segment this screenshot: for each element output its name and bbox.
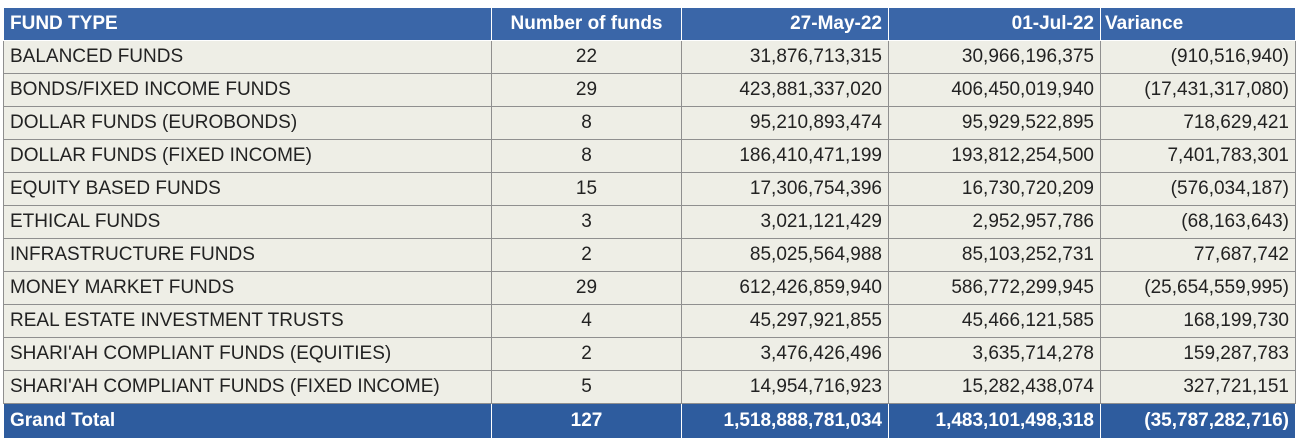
cell-fund-type: INFRASTRUCTURE FUNDS [3, 238, 492, 272]
table-row: MONEY MARKET FUNDS 29 612,426,859,940 586,7… [3, 271, 1296, 305]
cell-number-of-funds: 5 [491, 370, 682, 404]
table-row: BALANCED FUNDS 22 31,876,713,315 30,966,196… [3, 40, 1296, 74]
cell-number-of-funds: 4 [491, 304, 682, 338]
cell-number-of-funds: 2 [491, 238, 682, 272]
header-row: FUND TYPE Number of funds 27-May-22 01-J… [3, 8, 1296, 41]
cell-number-of-funds: 15 [491, 172, 682, 206]
cell-fund-type: BALANCED FUNDS [3, 40, 492, 74]
table-row: INFRASTRUCTURE FUNDS 2 85,025,564,988 85,10… [3, 238, 1296, 272]
cell-date1: 85,025,564,988 [681, 238, 889, 272]
cell-date2: 193,812,254,500 [888, 139, 1101, 173]
cell-number-of-funds: 22 [491, 40, 682, 74]
cell-number-of-funds: 8 [491, 139, 682, 173]
cell-date2: 2,952,957,786 [888, 205, 1101, 239]
cell-variance: 168,199,730 [1100, 304, 1296, 338]
cell-date2: 95,929,522,895 [888, 106, 1101, 140]
total-label: Grand Total [3, 403, 492, 439]
cell-variance: (576,034,187) [1100, 172, 1296, 206]
header-date1: 27-May-22 [681, 8, 889, 41]
cell-variance: 7,401,783,301 [1100, 139, 1296, 173]
cell-date2: 85,103,252,731 [888, 238, 1101, 272]
total-variance: (35,787,282,716) [1100, 403, 1296, 439]
cell-fund-type: SHARI'AH COMPLIANT FUNDS (EQUITIES) [3, 337, 492, 371]
cell-fund-type: REAL ESTATE INVESTMENT TRUSTS [3, 304, 492, 338]
cell-number-of-funds: 8 [491, 106, 682, 140]
cell-date2: 15,282,438,074 [888, 370, 1101, 404]
cell-fund-type: EQUITY BASED FUNDS [3, 172, 492, 206]
cell-date1: 31,876,713,315 [681, 40, 889, 74]
fund-table: FUND TYPE Number of funds 27-May-22 01-J… [3, 8, 1296, 439]
cell-date1: 612,426,859,940 [681, 271, 889, 305]
cell-date1: 423,881,337,020 [681, 73, 889, 107]
cell-fund-type: ETHICAL FUNDS [3, 205, 492, 239]
cell-number-of-funds: 29 [491, 271, 682, 305]
cell-variance: 159,287,783 [1100, 337, 1296, 371]
header-variance: Variance [1100, 8, 1296, 41]
cell-variance: (25,654,559,995) [1100, 271, 1296, 305]
total-date2: 1,483,101,498,318 [888, 403, 1101, 439]
cell-date1: 3,476,426,496 [681, 337, 889, 371]
total-date1: 1,518,888,781,034 [681, 403, 889, 439]
cell-variance: 77,687,742 [1100, 238, 1296, 272]
cell-variance: 327,721,151 [1100, 370, 1296, 404]
cell-date2: 3,635,714,278 [888, 337, 1101, 371]
table-row: ETHICAL FUNDS 3 3,021,121,429 2,952,957,786… [3, 205, 1296, 239]
table-row: SHARI'AH COMPLIANT FUNDS (EQUITIES) 2 3,47… [3, 337, 1296, 371]
table-row: REAL ESTATE INVESTMENT TRUSTS 4 45,297,921… [3, 304, 1296, 338]
cell-number-of-funds: 3 [491, 205, 682, 239]
table-row: EQUITY BASED FUNDS 15 17,306,754,396 16,730… [3, 172, 1296, 206]
cell-variance: 718,629,421 [1100, 106, 1296, 140]
cell-date1: 3,021,121,429 [681, 205, 889, 239]
cell-fund-type: DOLLAR FUNDS (FIXED INCOME) [3, 139, 492, 173]
table-row: BONDS/FIXED INCOME FUNDS 29 423,881,337,02… [3, 73, 1296, 107]
cell-date1: 186,410,471,199 [681, 139, 889, 173]
header-fund-type: FUND TYPE [3, 8, 492, 41]
cell-date2: 16,730,720,209 [888, 172, 1101, 206]
cell-variance: (910,516,940) [1100, 40, 1296, 74]
cell-fund-type: DOLLAR FUNDS (EUROBONDS) [3, 106, 492, 140]
cell-date1: 17,306,754,396 [681, 172, 889, 206]
table-row: DOLLAR FUNDS (EUROBONDS) 8 95,210,893,474 9… [3, 106, 1296, 140]
header-number-of-funds: Number of funds [491, 8, 682, 41]
cell-date2: 45,466,121,585 [888, 304, 1101, 338]
cell-variance: (68,163,643) [1100, 205, 1296, 239]
table-row: DOLLAR FUNDS (FIXED INCOME) 8 186,410,471,… [3, 139, 1296, 173]
cell-fund-type: BONDS/FIXED INCOME FUNDS [3, 73, 492, 107]
total-number-of-funds: 127 [491, 403, 682, 439]
cell-date1: 14,954,716,923 [681, 370, 889, 404]
table-row: SHARI'AH COMPLIANT FUNDS (FIXED INCOME) 5… [3, 370, 1296, 404]
grand-total-row: Grand Total 127 1,518,888,781,034 1,483,… [3, 403, 1296, 439]
cell-fund-type: SHARI'AH COMPLIANT FUNDS (FIXED INCOME) [3, 370, 492, 404]
cell-date1: 45,297,921,855 [681, 304, 889, 338]
header-date2: 01-Jul-22 [888, 8, 1101, 41]
cell-date1: 95,210,893,474 [681, 106, 889, 140]
cell-number-of-funds: 29 [491, 73, 682, 107]
cell-fund-type: MONEY MARKET FUNDS [3, 271, 492, 305]
cell-date2: 30,966,196,375 [888, 40, 1101, 74]
cell-date2: 586,772,299,945 [888, 271, 1101, 305]
cell-date2: 406,450,019,940 [888, 73, 1101, 107]
fund-table-container: FUND TYPE Number of funds 27-May-22 01-J… [3, 8, 1296, 439]
cell-number-of-funds: 2 [491, 337, 682, 371]
cell-variance: (17,431,317,080) [1100, 73, 1296, 107]
